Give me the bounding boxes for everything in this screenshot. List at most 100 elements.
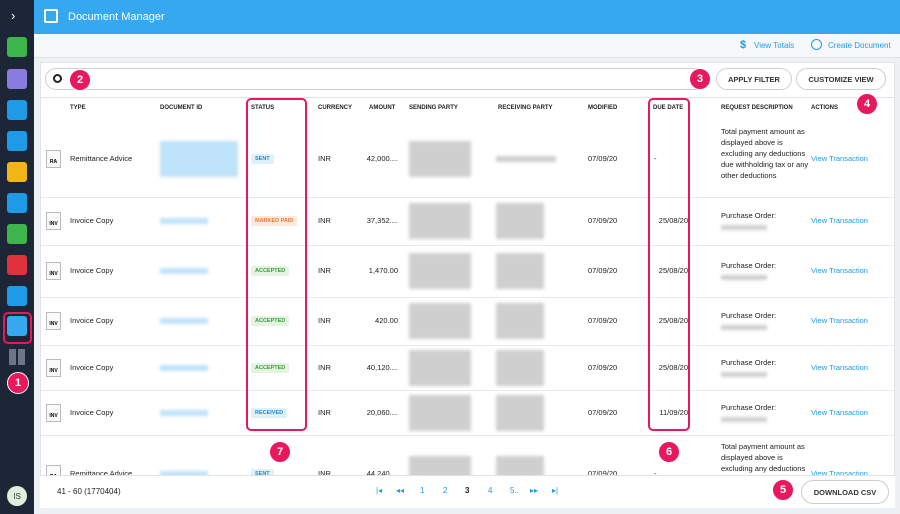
last-page[interactable]: ▸| xyxy=(552,486,559,495)
due-date: 25/08/20 xyxy=(658,266,688,275)
download-csv[interactable]: DOWNLOAD CSV xyxy=(801,480,889,504)
type: Invoice Copy xyxy=(70,216,114,225)
range: 41 - 60 (1770404) xyxy=(57,487,121,496)
receiving-party xyxy=(496,203,544,239)
doc-icon-label: INV xyxy=(49,367,58,374)
description: Total payment amount as displayed above … xyxy=(721,126,809,180)
modified: 07/09/20 xyxy=(588,153,618,163)
doc-icon: INV xyxy=(46,358,61,377)
page-link[interactable]: 3 xyxy=(465,486,470,495)
sending-party xyxy=(409,140,471,177)
type: Invoice Copy xyxy=(70,316,114,325)
purchase-order xyxy=(721,371,767,377)
action[interactable]: View Transaction xyxy=(811,362,868,372)
column-header: MODIFIED xyxy=(588,105,618,111)
document-id xyxy=(160,218,208,224)
doc-icon: INV xyxy=(46,212,61,230)
receiving-party xyxy=(496,155,556,162)
currency: INR xyxy=(318,316,331,325)
page-link[interactable]: 1 xyxy=(420,486,425,495)
status-badge: ACCEPTED xyxy=(251,266,290,276)
action[interactable]: View Transaction xyxy=(811,153,868,163)
modified: 07/09/20 xyxy=(588,468,618,476)
purchase-order xyxy=(721,325,767,330)
action[interactable]: View Transaction xyxy=(811,316,868,325)
column-header: DUE DATE xyxy=(653,105,684,111)
highlight xyxy=(246,98,307,431)
column-header: ACTIONS xyxy=(811,105,838,111)
document-id xyxy=(160,409,208,416)
expand[interactable]: › xyxy=(11,8,16,23)
nav-icon[interactable] xyxy=(7,37,27,57)
receiving-party xyxy=(496,303,544,339)
title: Document Manager xyxy=(68,11,165,23)
sending-party xyxy=(409,455,471,475)
purchase-order xyxy=(721,225,767,230)
description: Purchase Order: xyxy=(721,357,777,367)
nav-icon[interactable] xyxy=(7,224,27,244)
modified: 07/09/20 xyxy=(588,216,618,225)
action[interactable]: View Transaction xyxy=(811,266,868,275)
view-totals[interactable]: View Totals xyxy=(754,41,795,50)
type: Remittance Advice xyxy=(70,153,133,163)
currency: INR xyxy=(318,468,331,476)
row-divider xyxy=(41,197,894,198)
prev-page[interactable]: ◂◂ xyxy=(396,486,405,495)
doc-icon: INV xyxy=(46,262,61,280)
due-date: - xyxy=(654,468,657,476)
divider xyxy=(41,97,894,98)
nav-icon[interactable] xyxy=(7,131,27,151)
highlight xyxy=(648,98,690,431)
nav-icon[interactable] xyxy=(7,255,27,275)
due-date: 25/08/20 xyxy=(658,362,688,372)
due-date: - xyxy=(654,153,657,163)
apply-filter[interactable]: APPLY FILTER xyxy=(716,68,792,90)
nav-icon[interactable] xyxy=(7,316,27,336)
annotation-badge: 6 xyxy=(658,441,680,463)
create-document[interactable]: Create Document xyxy=(828,41,891,50)
modified: 07/09/20 xyxy=(588,362,618,372)
doc-icon: RA xyxy=(46,464,61,476)
action[interactable]: View Transaction xyxy=(811,407,868,417)
amount: 1,470.00 xyxy=(368,266,398,275)
page-link[interactable]: 4 xyxy=(488,486,493,495)
row-divider xyxy=(41,435,894,436)
description: Total payment amount as displayed above … xyxy=(721,441,808,476)
search-input[interactable] xyxy=(45,68,710,90)
first-page[interactable]: |◂ xyxy=(376,486,383,495)
description: Purchase Order: xyxy=(721,402,777,412)
row-divider xyxy=(41,297,894,298)
sending-party xyxy=(409,253,471,289)
status-badge: RECEIVED xyxy=(251,407,288,418)
column-header: TYPE xyxy=(70,105,86,111)
doc-icon-label: RA xyxy=(49,158,58,165)
next-page[interactable]: ▸▸ xyxy=(530,486,539,495)
app-icon xyxy=(44,9,58,23)
dollar-icon: $ xyxy=(740,39,747,51)
currency: INR xyxy=(318,362,331,372)
annotation-badge: 3 xyxy=(689,68,711,90)
nav-icon[interactable] xyxy=(7,69,27,89)
page-link[interactable]: 5.. xyxy=(510,486,519,495)
apps[interactable] xyxy=(9,349,25,365)
doc-icon: RA xyxy=(46,149,61,168)
nav-icon[interactable] xyxy=(7,100,27,120)
column-header: STATUS xyxy=(251,105,275,111)
sending-party xyxy=(409,303,471,339)
doc-icon-label: RA xyxy=(50,474,57,476)
avatar[interactable]: IS xyxy=(7,486,27,506)
customize-view[interactable]: CUSTOMIZE VIEW xyxy=(796,68,886,90)
document-id xyxy=(160,364,208,371)
search-icon xyxy=(53,74,62,83)
nav-icon[interactable] xyxy=(7,286,27,306)
due-date: 25/08/20 xyxy=(658,216,688,225)
nav-icon[interactable] xyxy=(7,162,27,182)
amount: 44,240.... xyxy=(366,468,398,476)
action[interactable]: View Transaction xyxy=(811,216,868,225)
amount: 20,060.... xyxy=(366,407,398,417)
action[interactable]: View Transaction xyxy=(811,468,868,476)
page-link[interactable]: 2 xyxy=(443,486,448,495)
sending-party xyxy=(409,203,471,239)
nav-icon[interactable] xyxy=(7,193,27,213)
